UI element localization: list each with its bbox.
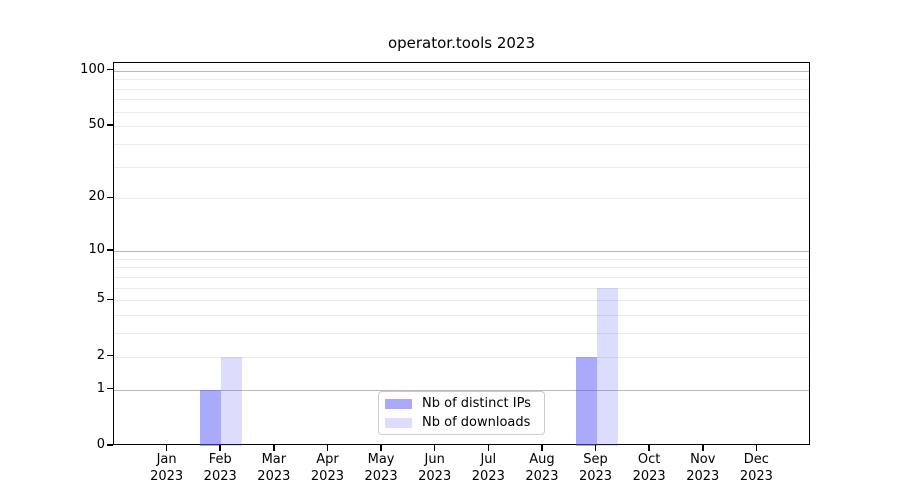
legend-swatch-downloads <box>385 417 412 428</box>
x-tick <box>487 445 490 451</box>
y-tick-label: 100 <box>80 61 105 77</box>
plot-area <box>113 62 810 446</box>
gridline-minor <box>114 166 809 168</box>
gridline-minor <box>114 276 809 278</box>
x-tick-label: Jul 2023 <box>471 452 505 484</box>
y-tick-label: 5 <box>96 291 105 307</box>
legend-item-distinct-ips: Nb of distinct IPs <box>385 396 536 411</box>
legend: Nb of distinct IPs Nb of downloads <box>378 391 545 435</box>
y-tick-label: 1 <box>96 380 105 396</box>
y-tick-label: 50 <box>88 117 105 133</box>
x-tick-label: Nov 2023 <box>686 452 720 484</box>
x-tick-label: Dec 2023 <box>739 452 773 484</box>
gridline-minor <box>114 88 809 90</box>
gridline-major <box>114 250 809 252</box>
gridline-major <box>114 70 809 72</box>
y-tick-label: 20 <box>88 189 105 205</box>
gridline-major <box>114 389 809 391</box>
x-tick-label: Apr 2023 <box>310 452 344 484</box>
x-tick-label: Oct 2023 <box>632 452 666 484</box>
y-tick-label: 0 <box>96 437 105 452</box>
gridline-minor <box>114 356 809 358</box>
x-tick <box>273 445 275 451</box>
x-tick-label: Jun 2023 <box>418 452 452 484</box>
gridline-minor <box>114 315 809 317</box>
x-tick-label: Sep 2023 <box>578 452 613 484</box>
x-tick <box>702 445 704 451</box>
gridline-minor <box>114 267 809 269</box>
legend-label-downloads: Nb of downloads <box>422 415 531 430</box>
bar-ips-sep-2023 <box>575 356 597 446</box>
gridline-minor <box>114 198 809 200</box>
bar-downloads-sep-2023 <box>596 287 618 446</box>
bar-layer <box>114 63 809 446</box>
x-tick-label: May 2023 <box>364 452 398 484</box>
y-tick-label: 2 <box>96 347 105 363</box>
x-tick-label: Jan 2023 <box>150 452 184 484</box>
chart-title: operator.tools 2023 <box>387 34 536 52</box>
legend-item-downloads: Nb of downloads <box>385 415 536 430</box>
gridline-minor <box>114 333 809 335</box>
gridline-minor <box>114 79 809 81</box>
grid-layer <box>114 63 809 444</box>
bar-downloads-feb-2023 <box>221 356 243 446</box>
x-tick <box>541 445 543 451</box>
gridline-minor <box>114 143 809 145</box>
gridline-minor <box>114 287 809 289</box>
legend-swatch-distinct-ips <box>385 398 412 409</box>
x-tick-label: Mar 2023 <box>257 452 291 484</box>
gridline-minor <box>114 99 809 101</box>
bar-ips-feb-2023 <box>200 389 222 446</box>
x-tick <box>380 445 382 451</box>
x-tick <box>648 445 650 451</box>
x-tick <box>433 445 436 451</box>
y-tick-label: 10 <box>88 241 105 257</box>
x-tick-label: Aug 2023 <box>525 452 559 484</box>
x-tick <box>755 445 758 451</box>
x-tick <box>165 445 168 451</box>
x-tick-label: Feb 2023 <box>203 452 237 484</box>
x-tick <box>326 445 329 451</box>
legend-label-distinct-ips: Nb of distinct IPs <box>422 396 531 411</box>
gridline-minor <box>114 300 809 302</box>
gridline-minor <box>114 111 809 113</box>
gridline-minor <box>114 126 809 128</box>
gridline-minor <box>114 258 809 260</box>
